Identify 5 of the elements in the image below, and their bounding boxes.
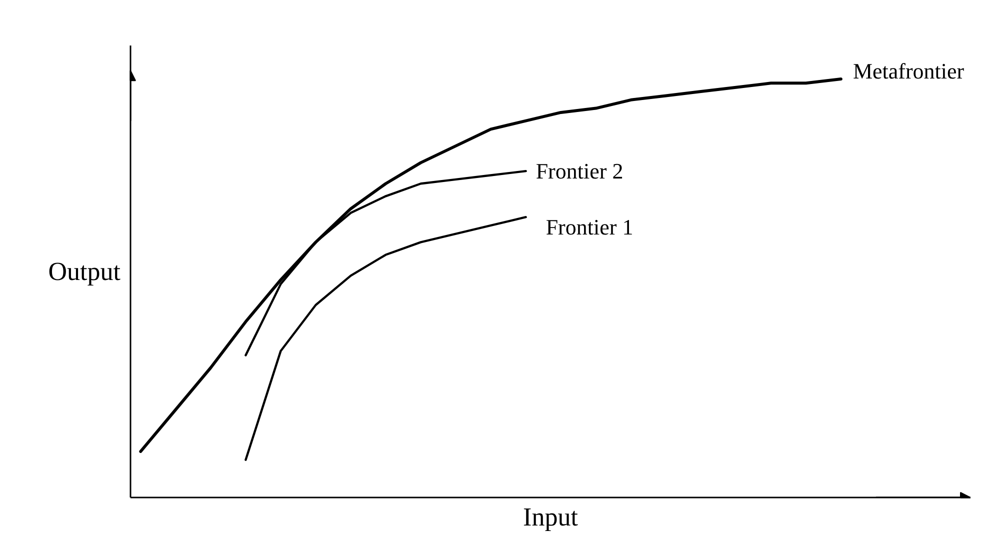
series-label: Frontier 2 [536, 158, 624, 184]
series-label: Metafrontier [852, 58, 965, 84]
x-axis-title: Input [523, 502, 579, 532]
y-axis-title: Output [48, 257, 122, 286]
series-label: Frontier 1 [546, 214, 634, 240]
